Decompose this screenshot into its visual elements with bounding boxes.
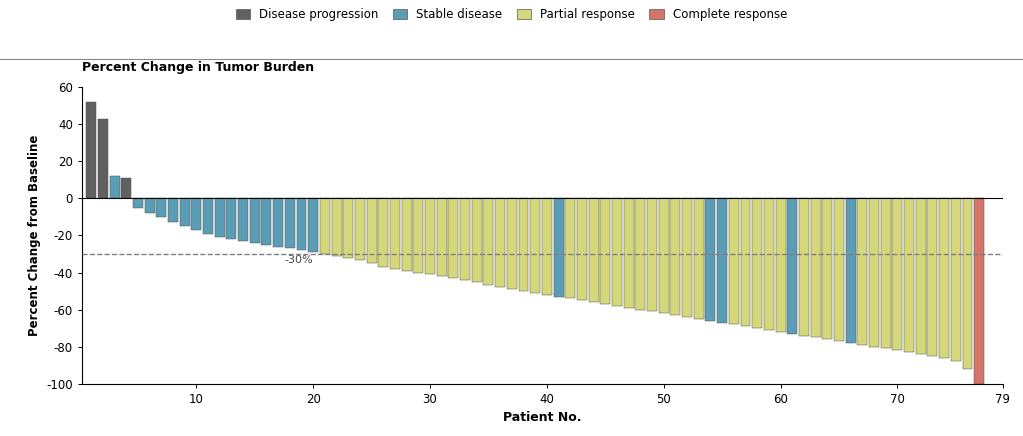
Bar [426,198,435,274]
Bar [542,198,551,295]
Bar [892,198,902,351]
Bar [764,198,773,330]
Bar [775,198,786,332]
Bar [659,198,669,313]
Bar [916,198,926,354]
Bar [706,198,715,321]
Bar [226,198,236,239]
Bar [203,198,213,234]
Bar [191,198,202,230]
Bar [566,198,575,298]
Bar [788,198,797,334]
Bar [180,198,189,226]
Bar [612,198,622,306]
Bar [717,198,727,323]
Bar [215,198,225,237]
Bar [963,198,973,369]
Bar [624,198,633,308]
Bar [506,198,517,289]
Bar [250,198,260,243]
Bar [588,198,598,302]
Bar [728,198,739,324]
Bar [122,178,131,198]
Bar [402,198,411,271]
Bar [355,198,365,259]
Bar [752,198,762,328]
Bar [635,198,646,310]
Text: Percent Change in Tumor Burden: Percent Change in Tumor Burden [82,61,314,74]
Bar [670,198,680,315]
Bar [928,198,937,356]
Bar [881,198,891,348]
Bar [950,198,961,361]
Bar [530,198,540,293]
Bar [413,198,424,272]
Bar [284,198,295,249]
Bar [834,198,844,341]
Bar [870,198,879,347]
Bar [484,198,493,286]
Bar [308,198,318,252]
Bar [974,198,984,384]
Bar [577,198,587,300]
Bar [519,198,529,291]
Bar [822,198,833,339]
Bar [320,198,329,254]
Bar [168,198,178,222]
Bar [939,198,949,358]
Bar [273,198,283,247]
Bar [460,198,470,280]
Bar [366,198,376,263]
Bar [694,198,704,319]
Bar [344,198,353,258]
Bar [157,198,167,217]
Bar [472,198,482,282]
Legend: Disease progression, Stable disease, Partial response, Complete response: Disease progression, Stable disease, Par… [235,8,788,21]
Bar [448,198,458,278]
Bar [810,198,820,337]
X-axis label: Patient No.: Patient No. [503,411,581,424]
Bar [331,198,342,256]
Bar [390,198,400,269]
Bar [799,198,809,336]
Bar [648,198,657,311]
Bar [297,198,307,250]
Bar [553,198,564,296]
Y-axis label: Percent Change from Baseline: Percent Change from Baseline [28,135,41,336]
Bar [846,198,855,343]
Bar [109,176,120,198]
Bar [437,198,447,276]
Bar [601,198,611,304]
Bar [904,198,914,352]
Bar [379,198,389,267]
Bar [144,198,154,213]
Bar [495,198,505,287]
Bar [86,102,96,198]
Bar [98,119,107,198]
Bar [262,198,271,245]
Bar [682,198,692,317]
Bar [857,198,868,345]
Bar [133,198,143,208]
Text: -30%: -30% [284,255,313,265]
Bar [238,198,248,241]
Bar [741,198,751,326]
